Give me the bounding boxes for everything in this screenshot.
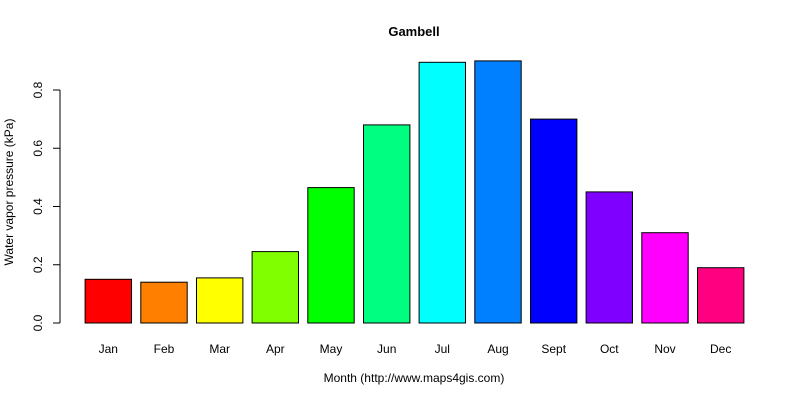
x-tick-label: Jan <box>99 342 118 356</box>
x-tick-label: Nov <box>654 342 675 356</box>
y-axis-title: Water vapor pressure (kPa) <box>2 119 16 266</box>
y-tick-label: 0.4 <box>31 198 45 215</box>
x-tick-label: Sept <box>541 342 566 356</box>
bar-jun <box>363 124 411 324</box>
y-tick-label: 0.6 <box>31 140 45 157</box>
bar-aug <box>474 60 522 324</box>
bar-feb <box>140 281 188 324</box>
x-tick-label: Mar <box>209 342 230 356</box>
x-tick-label: Jul <box>435 342 450 356</box>
x-tick-label: Dec <box>710 342 731 356</box>
bar-nov <box>641 232 689 324</box>
y-tick-label: 0.2 <box>31 256 45 273</box>
bar-dec <box>697 267 745 324</box>
x-axis-title: Month (http://www.maps4gis.com) <box>324 371 505 385</box>
bar-apr <box>251 251 300 324</box>
x-tick-label: Oct <box>600 342 619 356</box>
x-tick-label: Apr <box>266 342 285 356</box>
x-tick-label: May <box>320 342 343 356</box>
x-tick-label: Aug <box>487 342 508 356</box>
x-axis-labels: Jan Feb Mar Apr May Jun Jul Aug Sept Oct Nov Dec <box>99 342 732 356</box>
bar-jul <box>418 61 467 324</box>
bar-may <box>307 187 355 324</box>
bar-oct <box>585 191 633 324</box>
y-tick-label: 0.0 <box>31 314 45 331</box>
y-tick-label: 0.8 <box>31 81 45 98</box>
x-tick-label: Jun <box>377 342 396 356</box>
x-tick-label: Feb <box>154 342 175 356</box>
bar-jan <box>84 278 132 324</box>
chart-title: Gambell <box>388 24 439 39</box>
bar-sept <box>530 118 578 324</box>
y-axis: 0.0 0.2 0.4 0.6 0.8 <box>31 81 61 331</box>
bars-group <box>84 60 745 324</box>
bar-mar <box>196 277 244 324</box>
